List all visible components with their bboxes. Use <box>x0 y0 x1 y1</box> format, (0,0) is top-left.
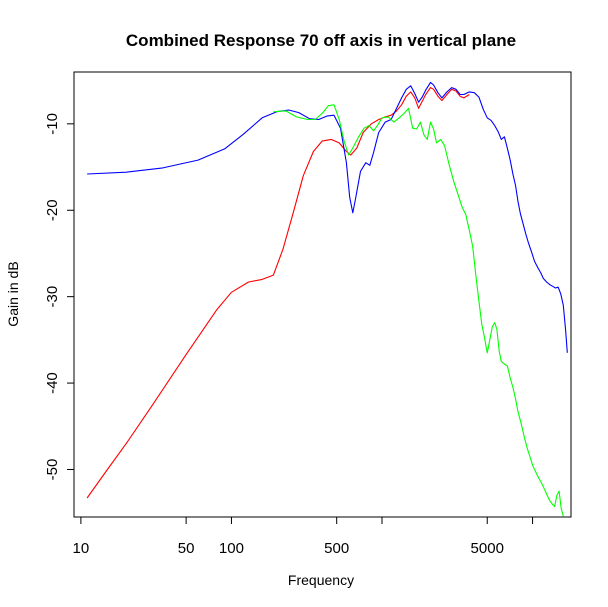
y-tick-label: -40 <box>44 372 61 394</box>
x-axis: 10 50 100 500 5000 <box>73 517 534 557</box>
x-tick-label: 500 <box>324 540 349 557</box>
y-tick-label: -30 <box>44 286 61 308</box>
x-tick-label: 50 <box>178 540 195 557</box>
plot-frame <box>73 71 572 518</box>
x-tick-label: 10 <box>73 540 90 557</box>
series-line-1 <box>87 81 568 353</box>
y-tick-label: -50 <box>44 459 61 481</box>
chart-title: Combined Response 70 off axis in vertica… <box>126 31 516 50</box>
series-line-2 <box>273 104 564 517</box>
x-tick-label: 100 <box>219 540 244 557</box>
series-layer <box>86 81 568 517</box>
x-tick-label: 5000 <box>471 540 504 557</box>
y-axis: -10 -20 -30 -40 -50 <box>44 113 74 480</box>
y-tick-label: -20 <box>44 199 61 221</box>
y-axis-label: Gain in dB <box>5 261 21 326</box>
series-line-0 <box>86 87 470 499</box>
y-tick-label: -10 <box>44 113 61 135</box>
x-axis-label: Frequency <box>288 572 354 588</box>
